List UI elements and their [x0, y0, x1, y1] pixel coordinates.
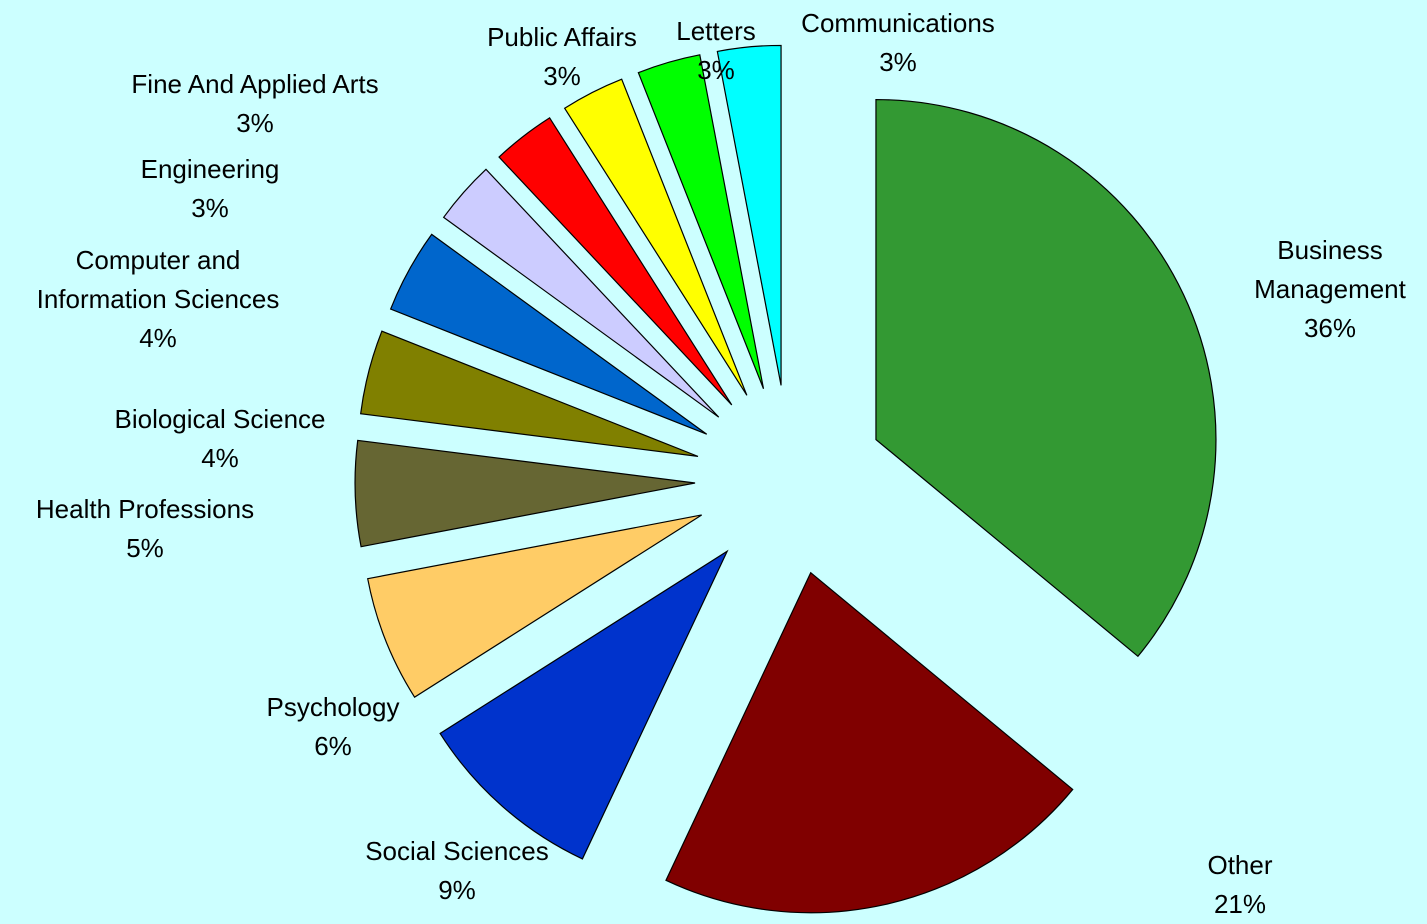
- percent-label: 36%: [1303, 313, 1357, 343]
- category-name: Other: [1207, 850, 1273, 880]
- percent-label: 4%: [139, 323, 177, 353]
- pie-slice: [563, 78, 748, 396]
- percent-label: 5%: [126, 533, 164, 563]
- pie-slice: [875, 98, 1217, 658]
- slice-label: Engineering 3%: [80, 150, 340, 228]
- pie-slice: [389, 233, 708, 435]
- percent-label: 6%: [314, 731, 352, 761]
- pie-slice: [359, 330, 699, 457]
- slice-label: Business Management 36%: [1230, 231, 1427, 348]
- percent-label: 21%: [1213, 889, 1267, 919]
- pie-slice: [716, 44, 782, 386]
- slice-label: Social Sciences 9%: [307, 832, 607, 910]
- slice-label: Public Affairs 3%: [452, 18, 672, 96]
- pie-slice: [665, 571, 1074, 914]
- category-name: Communications: [801, 8, 995, 38]
- pie-slice: [442, 168, 720, 418]
- percent-label: 3%: [236, 108, 274, 138]
- pie-slice: [637, 54, 765, 389]
- pie-slice: [366, 514, 702, 698]
- slice-label: Letters 3%: [656, 12, 776, 90]
- slice-label: Psychology 6%: [223, 688, 443, 766]
- category-name: Psychology: [266, 692, 400, 722]
- category-name: Letters: [676, 16, 756, 46]
- category-name: Fine And Applied Arts: [131, 69, 379, 99]
- pie-slice: [498, 117, 733, 406]
- slice-label: Computer and Information Sciences 4%: [8, 241, 308, 358]
- percent-label: 9%: [438, 875, 476, 905]
- category-name: Biological Science: [114, 404, 326, 434]
- slice-label: Health Professions 5%: [0, 490, 295, 568]
- category-name: Public Affairs: [487, 22, 637, 52]
- pie-slice: [439, 549, 729, 860]
- percent-label: 3%: [697, 55, 735, 85]
- percent-label: 3%: [191, 193, 229, 223]
- category-name: Business Management: [1254, 235, 1406, 304]
- category-name: Engineering: [140, 154, 280, 184]
- percent-label: 4%: [201, 443, 239, 473]
- slice-label: Biological Science 4%: [70, 400, 370, 478]
- slice-label: Fine And Applied Arts 3%: [85, 65, 425, 143]
- slice-label: Other 21%: [1180, 846, 1300, 924]
- category-name: Computer and Information Sciences: [36, 245, 280, 314]
- percent-label: 3%: [879, 47, 917, 77]
- slice-label: Communications 3%: [758, 4, 1038, 82]
- category-name: Health Professions: [35, 494, 255, 524]
- pie-slice: [354, 439, 696, 548]
- category-name: Social Sciences: [365, 836, 549, 866]
- percent-label: 3%: [543, 61, 581, 91]
